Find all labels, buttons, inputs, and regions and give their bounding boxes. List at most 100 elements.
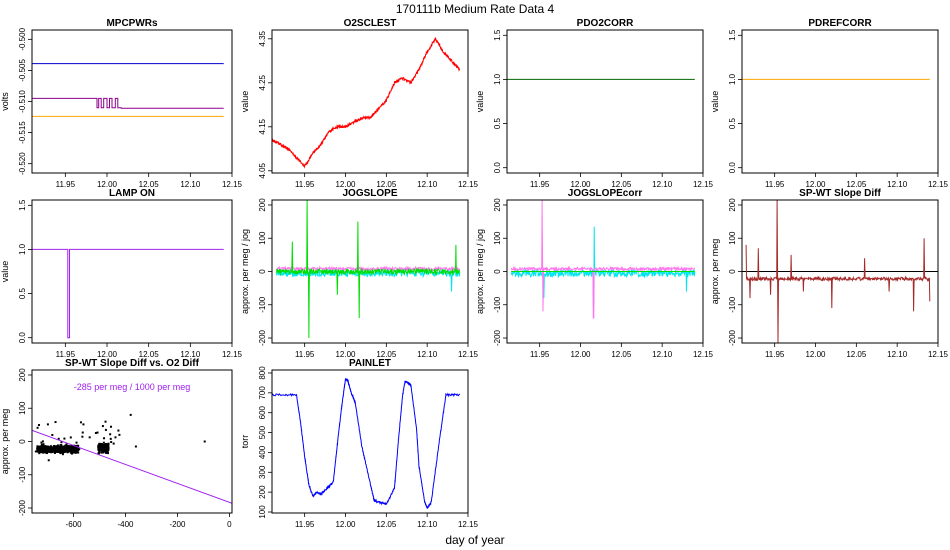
scatter-point bbox=[63, 437, 66, 440]
scatter-point bbox=[61, 453, 64, 456]
scatter-point bbox=[50, 446, 53, 449]
panel-spwt_slope_diff: SP-WT Slope Diff approx. per meg 11.95 12.0… bbox=[710, 188, 949, 359]
scatter-point bbox=[63, 448, 66, 451]
y-tick-label: 100 bbox=[493, 231, 502, 245]
scatter-point bbox=[105, 445, 108, 448]
scatter-point bbox=[67, 449, 70, 452]
series-line bbox=[745, 200, 931, 343]
scatter-point bbox=[46, 452, 49, 455]
y-tick-label: 100 bbox=[728, 231, 737, 245]
scatter-point bbox=[104, 443, 107, 446]
scatter-point bbox=[36, 426, 39, 429]
series-line bbox=[510, 200, 696, 319]
plot-frame bbox=[31, 29, 233, 174]
scatter-point bbox=[56, 444, 59, 447]
scatter-point bbox=[57, 437, 60, 440]
scatter-point bbox=[69, 436, 72, 439]
scatter-point bbox=[107, 447, 110, 450]
x-tick-label: 12.10 bbox=[417, 350, 438, 359]
x-tick-label: 12.15 bbox=[928, 350, 949, 359]
scatter-point bbox=[63, 445, 66, 448]
figure-title: 170111b Medium Rate Data 4 bbox=[396, 2, 555, 16]
scatter-point bbox=[60, 447, 63, 450]
x-tick-label: 12.10 bbox=[180, 350, 201, 359]
scatter-point bbox=[63, 451, 66, 454]
scatter-point bbox=[48, 449, 51, 452]
plot-frame bbox=[506, 29, 704, 174]
plot-area bbox=[272, 377, 461, 509]
scatter-point bbox=[54, 447, 57, 450]
scatter-point bbox=[42, 451, 45, 454]
panel-title: SP-WT Slope Diff bbox=[799, 188, 881, 199]
x-tick-label: 0 bbox=[227, 520, 232, 529]
fit-annotation: -285 per meg / 1000 per meg bbox=[74, 382, 191, 392]
scatter-point bbox=[65, 443, 68, 446]
scatter-point bbox=[104, 449, 107, 452]
x-tick-label: 12.10 bbox=[417, 520, 438, 529]
plot-area bbox=[32, 413, 232, 504]
y-tick-label: 1.0 bbox=[728, 73, 737, 85]
panel-pdo2corr: PDO2CORR value 11.95 12.00 12.05 12.10 12.15 0.… bbox=[475, 18, 714, 189]
scatter-point bbox=[39, 447, 42, 450]
scatter-point bbox=[58, 448, 61, 451]
x-tick-label: 12.15 bbox=[458, 520, 479, 529]
x-tick-label: 11.95 bbox=[56, 180, 76, 189]
x-tick-label: 11.95 bbox=[295, 520, 315, 529]
x-tick-label: 12.10 bbox=[652, 180, 673, 189]
panel-lamp_on: LAMP ON value 11.95 12.00 12.05 12.10 12.15 0.0… bbox=[0, 188, 243, 359]
x-tick-label: 12.15 bbox=[222, 180, 243, 189]
y-tick-label: 0.0 bbox=[728, 162, 737, 174]
scatter-point bbox=[42, 447, 45, 450]
x-tick-label: -200 bbox=[169, 520, 186, 529]
scatter-point bbox=[68, 445, 71, 448]
panel-jogslope: JOGSLOPE approx. per meg / jog 11.95 12.00 1… bbox=[240, 188, 479, 359]
scatter-point bbox=[44, 450, 47, 453]
x-tick-label: 11.95 bbox=[530, 180, 550, 189]
plot-frame bbox=[271, 199, 469, 344]
scatter-point bbox=[101, 449, 104, 452]
y-tick-label: -200 bbox=[18, 499, 27, 516]
y-axis-label: volts bbox=[0, 92, 10, 111]
x-tick-label: 12.00 bbox=[97, 350, 118, 359]
series-line bbox=[275, 268, 461, 302]
y-tick-label: -100 bbox=[258, 296, 267, 313]
plot-frame bbox=[741, 29, 939, 174]
x-tick-label: 12.15 bbox=[928, 180, 949, 189]
x-tick-label: -400 bbox=[117, 520, 134, 529]
y-tick-label: 0.5 bbox=[728, 117, 737, 129]
scatter-point bbox=[79, 421, 82, 424]
panel-title: O2SCLEST bbox=[344, 18, 397, 29]
scatter-point bbox=[101, 425, 104, 428]
y-tick-label: 200 bbox=[258, 485, 267, 499]
y-tick-label: 1.0 bbox=[493, 73, 502, 85]
scatter-point bbox=[105, 452, 108, 455]
scatter-point bbox=[38, 449, 41, 452]
scatter-point bbox=[106, 445, 109, 448]
scatter-point bbox=[109, 437, 112, 440]
scatter-point bbox=[63, 446, 66, 449]
scatter-point bbox=[46, 446, 49, 449]
y-tick-label: 0.0 bbox=[18, 332, 27, 344]
x-tick-label: 12.10 bbox=[887, 180, 908, 189]
y-tick-label: 300 bbox=[258, 465, 267, 479]
x-tick-label: 12.05 bbox=[846, 350, 867, 359]
x-tick-label: 12.10 bbox=[180, 180, 201, 189]
scatter-point bbox=[55, 445, 58, 448]
panel-pdrefcorr: PDREFCORR value 11.95 12.00 12.05 12.10 12.15 0… bbox=[710, 18, 949, 189]
x-tick-label: 12.05 bbox=[139, 350, 160, 359]
panel-title: PDO2CORR bbox=[577, 18, 634, 29]
scatter-point bbox=[60, 441, 63, 444]
x-tick-label: -600 bbox=[66, 520, 83, 529]
x-tick-label: 12.00 bbox=[335, 180, 356, 189]
x-tick-label: 12.00 bbox=[570, 350, 591, 359]
x-tick-label: 12.15 bbox=[458, 350, 479, 359]
scatter-point bbox=[96, 431, 99, 434]
y-tick-label: -0.520 bbox=[18, 152, 27, 175]
x-tick-label: 12.05 bbox=[139, 180, 160, 189]
scatter-point bbox=[118, 433, 121, 436]
scatter-point bbox=[101, 451, 104, 454]
scatter-point bbox=[37, 424, 40, 427]
y-tick-label: 4.35 bbox=[258, 30, 267, 46]
x-tick-label: 12.00 bbox=[335, 520, 356, 529]
